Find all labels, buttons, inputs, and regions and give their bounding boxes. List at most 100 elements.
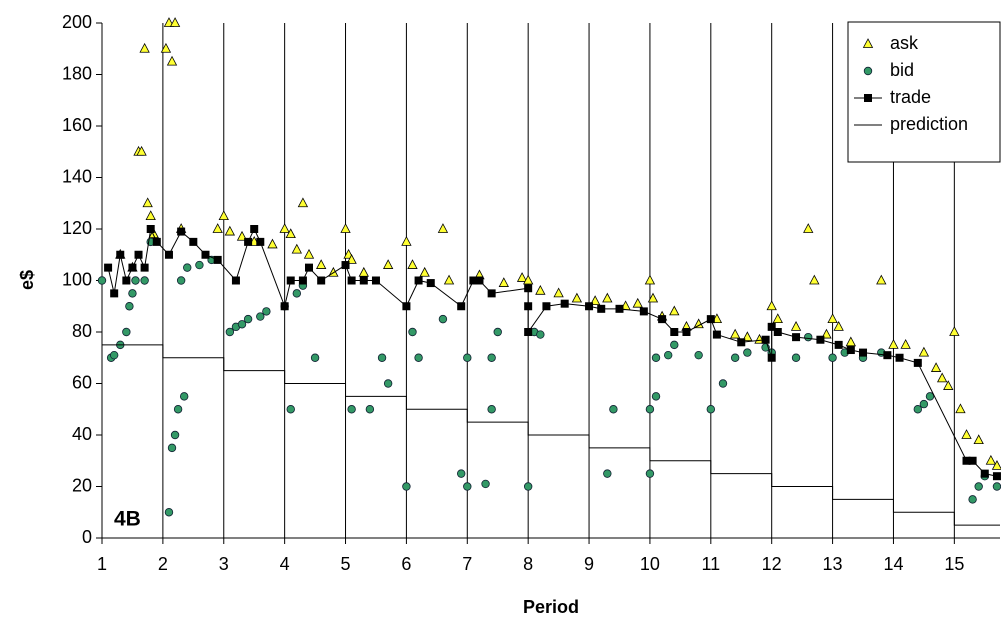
bid-marker <box>179 392 189 401</box>
trade-marker <box>487 289 496 298</box>
ask-marker <box>936 372 948 383</box>
bid-marker <box>383 379 393 388</box>
y-tick-label: 80 <box>72 321 92 341</box>
ask-marker <box>279 223 290 233</box>
bid-marker <box>645 405 655 414</box>
trade-marker <box>864 94 872 102</box>
x-axis-label: Period <box>523 597 579 617</box>
trade-marker <box>585 302 594 311</box>
bid-marker <box>365 405 375 414</box>
ask-marker <box>553 287 564 298</box>
bid-marker <box>863 66 873 76</box>
trade-marker <box>524 302 533 311</box>
trade-marker <box>670 328 679 336</box>
ask-marker <box>918 346 930 357</box>
bid-marker <box>463 482 472 491</box>
ask-marker <box>644 274 656 285</box>
y-tick-label: 140 <box>62 166 92 186</box>
trade-marker <box>347 276 356 285</box>
trade-marker <box>469 276 478 285</box>
trade-marker <box>304 263 313 272</box>
ask-marker <box>148 228 159 239</box>
ask-marker <box>647 292 659 303</box>
x-tick-label: 2 <box>158 554 168 574</box>
bid-marker <box>140 276 149 285</box>
bid-marker <box>128 289 137 298</box>
trade-marker <box>359 276 368 285</box>
bid-marker <box>651 392 661 401</box>
bid-marker <box>992 482 1001 491</box>
ask-marker <box>523 274 534 285</box>
y-tick-label: 40 <box>72 424 92 444</box>
trade-marker <box>883 351 892 360</box>
bid-marker <box>170 430 180 440</box>
bid-marker <box>173 405 183 414</box>
ask-marker <box>303 248 315 259</box>
ask-marker <box>827 313 838 324</box>
legend-label: trade <box>890 87 931 107</box>
trade-marker <box>317 276 326 285</box>
ask-marker <box>437 223 449 233</box>
ask-marker <box>297 197 309 208</box>
x-tick-label: 14 <box>883 554 903 574</box>
y-tick-label: 120 <box>62 218 92 238</box>
trade-marker <box>110 289 119 298</box>
bid-marker <box>237 320 247 329</box>
bid-marker <box>408 327 417 337</box>
trade-marker <box>189 237 198 246</box>
trade-marker <box>524 328 533 336</box>
bid-marker <box>131 276 140 285</box>
trade-marker <box>816 335 825 344</box>
bid-marker <box>706 405 716 414</box>
bid-marker <box>176 276 186 285</box>
x-tick-label: 3 <box>219 554 229 574</box>
x-tick-label: 4 <box>280 554 290 574</box>
trade-marker <box>116 250 125 259</box>
trade-marker <box>402 302 411 311</box>
trade-marker <box>706 315 715 324</box>
bid-marker <box>487 405 496 414</box>
bid-marker <box>310 353 320 362</box>
bid-marker <box>919 399 929 409</box>
ask-marker <box>845 336 857 347</box>
ask-marker <box>142 197 153 208</box>
trade-marker <box>834 340 843 349</box>
bid-marker <box>109 350 119 360</box>
trade-marker <box>524 284 533 293</box>
trade-marker <box>475 276 484 285</box>
ask-marker <box>136 145 147 156</box>
ask-marker <box>163 17 175 27</box>
bid-marker <box>122 327 131 337</box>
x-tick-label: 1 <box>97 554 107 574</box>
trade-marker <box>146 225 155 233</box>
ask-marker <box>160 42 172 53</box>
y-tick-label: 160 <box>62 115 92 135</box>
trade-marker <box>134 250 143 259</box>
trade-marker <box>682 328 691 336</box>
x-tick-label: 8 <box>523 554 533 574</box>
bid-marker <box>743 348 752 357</box>
trade-marker <box>962 456 971 465</box>
ask-marker <box>139 42 150 53</box>
trade-marker <box>213 255 222 264</box>
x-tick-label: 13 <box>823 554 843 574</box>
ask-marker <box>358 266 369 277</box>
trade-marker <box>128 263 137 272</box>
bid-marker <box>97 276 107 285</box>
ask-marker <box>669 305 680 316</box>
trade-marker <box>712 330 721 339</box>
bid-marker <box>694 350 703 360</box>
ask-marker <box>218 210 229 221</box>
bid-marker <box>195 260 204 270</box>
ask-marker <box>876 274 887 285</box>
ask-marker <box>498 277 509 287</box>
panel-label: 4B <box>114 508 141 531</box>
bid-marker <box>718 379 728 388</box>
trade-marker <box>104 263 113 272</box>
bid-marker <box>493 327 502 337</box>
bid-marker <box>414 353 423 362</box>
bid-marker <box>377 353 387 362</box>
ask-marker <box>991 460 1001 470</box>
trade-marker <box>152 237 161 246</box>
x-tick-label: 10 <box>640 554 660 574</box>
